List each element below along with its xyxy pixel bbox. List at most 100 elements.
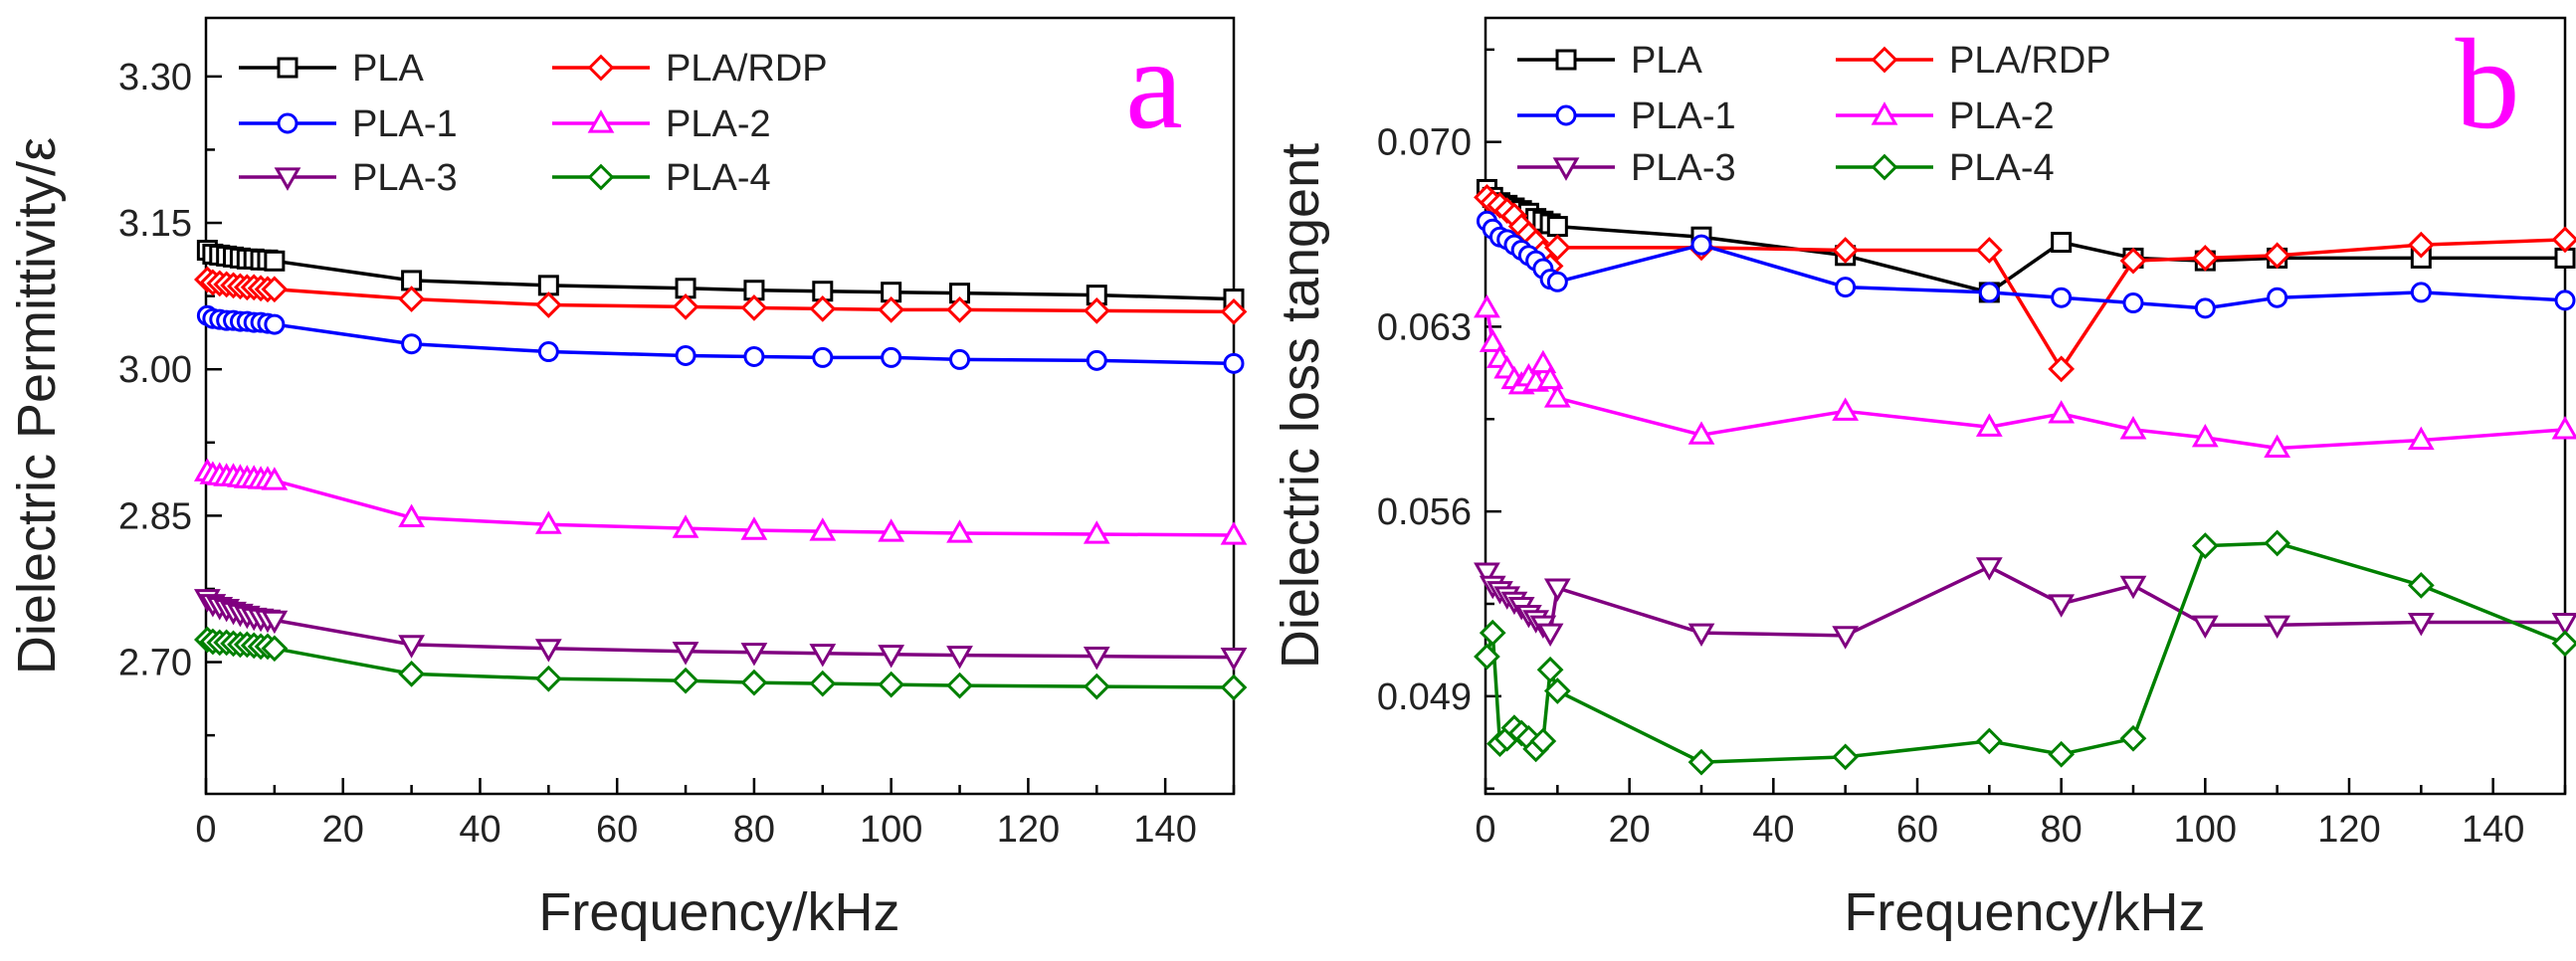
panel-b-data-point-pla-2	[2264, 434, 2291, 459]
panel-b-data-point-pla-3	[2191, 615, 2219, 640]
panel-a-data-point-pla-3	[672, 642, 699, 666]
panel-a-y-tick-label: 3.00	[118, 349, 192, 391]
panel-b-legend: PLA PLA/RDP PLA-1 PLA-2 PLA-3 PLA-4	[1517, 40, 2111, 189]
panel-b-data-point-pla-4	[1543, 677, 1571, 704]
panel-a-data-point-pla-rdp	[1083, 296, 1110, 324]
panel-b-data-point-pla-1	[1690, 234, 1712, 256]
panel-a-data-point-pla-rdp	[261, 276, 289, 303]
panel-a-data-point-pla-4	[946, 672, 973, 699]
panel-b-data-point-pla-1	[2122, 292, 2144, 314]
panel-b-y-tick-label: 0.070	[1377, 122, 1472, 164]
panel-a-x-tick-label: 100	[860, 809, 922, 851]
panel-b-data-point-pla-3	[2551, 612, 2576, 637]
panel-a-data-point-pla-3	[534, 639, 562, 663]
panel-b-data-point-pla-1	[2267, 287, 2288, 308]
panel-a-series-line-pla	[206, 249, 1235, 301]
panel-a-legend-label-pla-3: PLA-3	[352, 157, 458, 199]
panel-b-data-point-pla-2	[1832, 397, 1860, 421]
panel-a-data-point-pla-2	[398, 503, 425, 527]
panel-b-data-point-pla-4	[1975, 727, 2003, 755]
panel-b-series-line-pla-2	[1485, 307, 2566, 451]
panel-a-letter: a	[1125, 13, 1183, 156]
panel-b-data-point-pla	[2051, 232, 2073, 254]
panel-b-y-tick-label: 0.063	[1377, 306, 1472, 348]
panel-b-data-point-pla-1	[2051, 287, 2073, 308]
panel-b-x-tick-label: 40	[1752, 809, 1794, 851]
panel-a-data-point-pla-4	[398, 660, 425, 687]
panel-a-data-point-pla-4	[261, 635, 289, 663]
panel-b-data-point-pla-2	[2191, 424, 2219, 448]
panel-a-legend-marker-pla-2	[587, 109, 615, 133]
panel-b-data-point-pla-rdp	[2048, 355, 2076, 383]
panel-b-legend-marker-pla-3	[1552, 157, 1580, 181]
panel-a-data-point-pla-1	[949, 348, 971, 370]
panel-b-data-point-pla-4	[2119, 724, 2147, 752]
panel-b-plot-frame	[1484, 16, 2567, 796]
panel-b-data-point-pla-4	[2407, 572, 2435, 599]
panel-a-data-point-pla-1	[264, 313, 286, 335]
panel-b-x-tick-label: 80	[2041, 809, 2082, 851]
panel-a-data-point-pla-3	[809, 644, 837, 668]
panel-b-legend-marker-pla	[1555, 49, 1577, 71]
panel-a-data-point-pla-rdp	[398, 286, 425, 312]
panel-b-legend-marker-pla-4	[1871, 153, 1898, 181]
panel-a-legend-label-pla-1: PLA-1	[352, 103, 458, 145]
panel-a-data-point-pla-2	[1083, 520, 1110, 544]
panel-b-x-tick-label: 100	[2174, 809, 2237, 851]
panel-a-y-tick-label: 2.85	[118, 495, 192, 537]
panel-b-data-point-pla-4	[1687, 748, 1715, 776]
panel-b-data-point-pla-2	[1975, 413, 2003, 437]
panel-a-ticks: 0 20 40 60 80 100 120 140 2.70 2.85 3.00 3.15 3.30	[118, 57, 1236, 851]
panel-a-y-tick-label: 2.70	[118, 643, 192, 684]
panel-a-legend-label-pla-4: PLA-4	[666, 157, 771, 199]
panel-a-x-tick-label: 120	[997, 809, 1060, 851]
panel-b-data-point-pla-3	[1474, 562, 1500, 586]
panel-b-data-point-pla-rdp	[2191, 245, 2219, 272]
panel-b-legend-marker-pla-rdp	[1871, 46, 1898, 74]
panel-a-series-line-pla-1	[206, 313, 1235, 366]
panel-a-x-axis-title: Frequency/kHz	[538, 882, 899, 942]
panel-a-data-point-pla-3	[1083, 647, 1110, 671]
panel-b-data-point-pla-3	[2048, 594, 2076, 618]
panel-a-series	[193, 240, 1248, 701]
panel-b-data-point-pla-1	[2554, 289, 2576, 311]
panel-a-data-point-pla-3	[1220, 648, 1248, 672]
panel-b-legend-label-pla-1: PLA-1	[1631, 96, 1736, 137]
panel-b-data-point-pla-2	[2551, 416, 2576, 440]
panel-b-data-point-pla-4	[1474, 643, 1500, 671]
panel-b-x-tick-label: 60	[1896, 809, 1938, 851]
panel-a-y-axis-title: Dielectric Permittivity/ε	[7, 137, 67, 674]
panel-b-data-point-pla-2	[1529, 349, 1557, 374]
panel-a-legend-marker-pla-4	[587, 163, 615, 191]
panel-b-legend-label-pla-rdp: PLA/RDP	[1949, 40, 2111, 82]
panel-a-data-point-pla-1	[743, 345, 765, 367]
panel-a-data-point-pla-3	[740, 643, 768, 667]
panel-b-y-axis-title: Dielectric loss tangent	[1271, 143, 1330, 669]
panel-a-data-point-pla-2	[1220, 521, 1248, 545]
panel-a-x-tick-label: 0	[195, 809, 216, 851]
panel-a-data-point-pla-rdp	[1220, 297, 1248, 325]
panel-b-series-line-pla-3	[1485, 565, 2565, 638]
panel-a-legend-marker-pla-rdp	[587, 54, 615, 82]
panel-b-data-point-pla-1	[1546, 271, 1568, 292]
panel-b-data-point-pla-1	[2194, 297, 2216, 319]
panel-b-data-point-pla-rdp	[1975, 237, 2003, 264]
panel-a-x-tick-label: 140	[1133, 809, 1196, 851]
panel-b-x-tick-label: 140	[2462, 809, 2524, 851]
panel-b-legend-label-pla-4: PLA-4	[1949, 147, 2055, 189]
panel-a-y-tick-label: 3.30	[118, 57, 192, 98]
panel-b-data-point-pla-rdp	[2264, 242, 2291, 270]
panel-b-data-point-pla-1	[2410, 282, 2432, 303]
panel-b-legend-marker-pla-2	[1871, 101, 1898, 125]
panel-a-data-point-pla-2	[740, 516, 768, 540]
panel-a-data-point-pla-rdp	[946, 295, 973, 323]
panel-b-data-point-pla-3	[2119, 575, 2147, 600]
panel-b-data-point-pla-2	[2407, 426, 2435, 451]
panel-a-data-point-pla-4	[672, 667, 699, 694]
panel-b-legend-label-pla: PLA	[1631, 40, 1702, 82]
panel-a-series-line-pla-2	[206, 470, 1235, 537]
panel-b-data-point-pla-4	[1536, 656, 1564, 683]
panel-a-data-point-pla-1	[881, 346, 902, 368]
panel-a-data-point-pla-4	[878, 671, 905, 698]
panel-b-legend-label-pla-2: PLA-2	[1949, 96, 2055, 137]
